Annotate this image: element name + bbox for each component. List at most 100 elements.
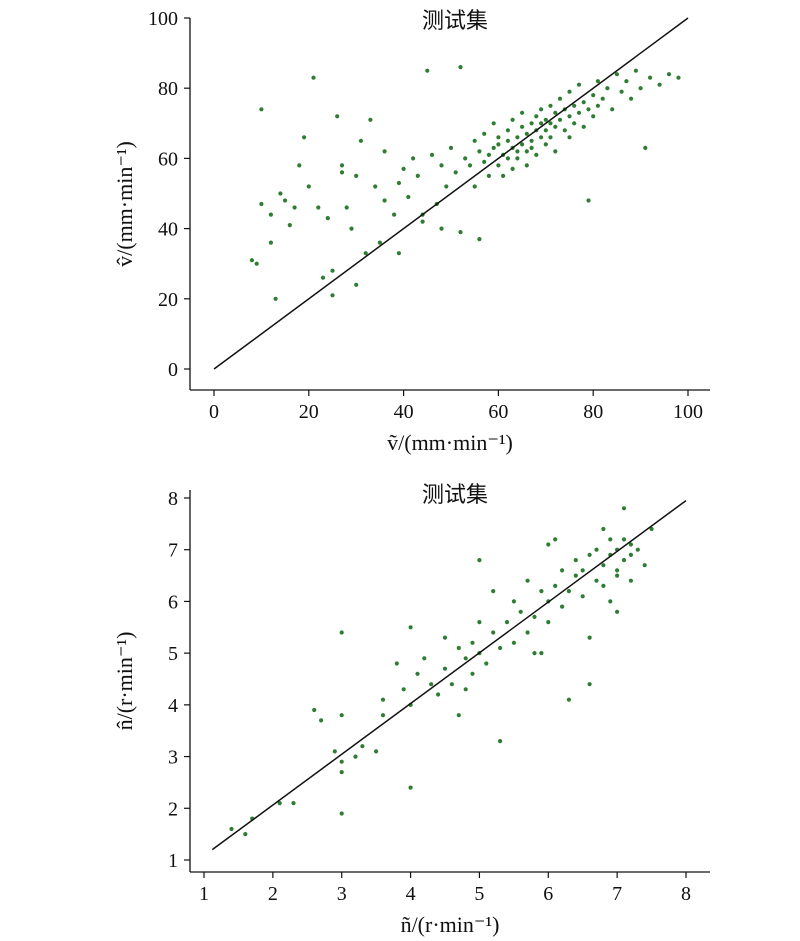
y-tick-label: 0 — [168, 359, 178, 381]
data-point — [415, 173, 420, 178]
data-point — [605, 86, 610, 91]
data-point — [546, 542, 551, 547]
data-point — [436, 692, 441, 697]
data-point — [614, 72, 620, 77]
data-point — [615, 568, 620, 573]
data-point — [515, 149, 520, 154]
data-point — [529, 145, 534, 150]
data-point — [477, 149, 482, 154]
data-point — [524, 131, 529, 136]
data-point — [595, 79, 601, 84]
data-point — [642, 563, 647, 568]
data-point — [572, 121, 577, 126]
data-point — [643, 145, 648, 150]
y-tick-label: 60 — [158, 148, 178, 170]
data-point — [529, 138, 534, 143]
data-point — [553, 149, 558, 154]
data-point — [595, 103, 601, 108]
y-tick-label: 80 — [158, 78, 178, 100]
data-point — [449, 682, 454, 687]
data-point — [374, 749, 379, 754]
data-point — [448, 145, 454, 150]
data-point — [463, 156, 468, 161]
y-tick-label: 20 — [158, 289, 178, 311]
data-point — [534, 114, 539, 119]
data-point — [368, 117, 373, 122]
data-point — [532, 651, 537, 656]
data-point — [573, 558, 578, 563]
y-tick-label: 3 — [168, 747, 178, 769]
data-point — [259, 107, 264, 112]
data-point — [363, 251, 368, 256]
data-point — [396, 251, 401, 256]
data-point — [349, 226, 354, 231]
data-point — [470, 640, 475, 645]
chart-panel-1: 0 20 40 60 80 100 0 20 40 60 80 100 测试集 ṽ/(mm·min⁻¹) v… — [112, 8, 710, 455]
data-point — [453, 170, 458, 175]
data-point — [580, 594, 585, 599]
data-point — [415, 671, 420, 676]
data-point — [401, 687, 406, 692]
data-point — [539, 135, 544, 140]
data-point — [353, 754, 358, 759]
data-point — [472, 138, 477, 143]
data-point — [496, 163, 501, 168]
data-point — [505, 138, 510, 143]
data-point — [567, 135, 572, 140]
data-point — [591, 93, 596, 98]
data-point — [467, 163, 473, 168]
data-point — [581, 124, 586, 129]
data-point — [425, 68, 430, 73]
data-point — [429, 152, 435, 157]
data-point — [319, 718, 324, 723]
data-point — [676, 75, 681, 80]
data-point — [601, 583, 606, 589]
data-point — [456, 713, 461, 718]
data-point — [335, 114, 340, 119]
data-point — [560, 604, 565, 609]
reference-line — [213, 17, 689, 370]
data-point — [491, 145, 496, 150]
data-point — [358, 138, 363, 143]
data-point — [320, 275, 326, 280]
data-point — [572, 103, 577, 108]
data-point — [316, 205, 321, 210]
data-point — [587, 552, 592, 558]
y-tick-label: 4 — [168, 695, 178, 717]
data-point — [442, 666, 448, 671]
data-point — [524, 163, 529, 168]
data-point — [628, 542, 634, 547]
data-point — [621, 558, 627, 563]
data-point — [463, 656, 468, 661]
data-point — [567, 89, 572, 94]
data-point — [624, 79, 629, 84]
data-point — [354, 173, 359, 178]
data-point — [529, 121, 534, 126]
data-point — [463, 687, 468, 692]
data-point — [629, 96, 634, 101]
data-point — [401, 166, 406, 171]
data-point — [539, 107, 544, 112]
data-point — [520, 110, 525, 115]
data-point — [566, 589, 572, 594]
data-point — [297, 163, 302, 168]
data-point — [292, 205, 297, 210]
data-point — [287, 223, 292, 228]
data-point — [601, 526, 606, 532]
data-point — [392, 212, 397, 217]
data-point — [439, 163, 444, 168]
data-point — [619, 89, 624, 94]
x-tick-label: 60 — [488, 401, 508, 423]
data-point — [560, 568, 565, 573]
data-point — [576, 110, 582, 115]
data-point — [472, 184, 477, 189]
data-point — [501, 173, 506, 178]
data-point — [484, 661, 489, 666]
data-point — [249, 258, 254, 263]
x-tick-label: 40 — [394, 401, 414, 423]
data-point — [546, 620, 551, 625]
data-point — [243, 832, 248, 837]
data-point — [591, 114, 596, 119]
data-point — [302, 135, 307, 140]
